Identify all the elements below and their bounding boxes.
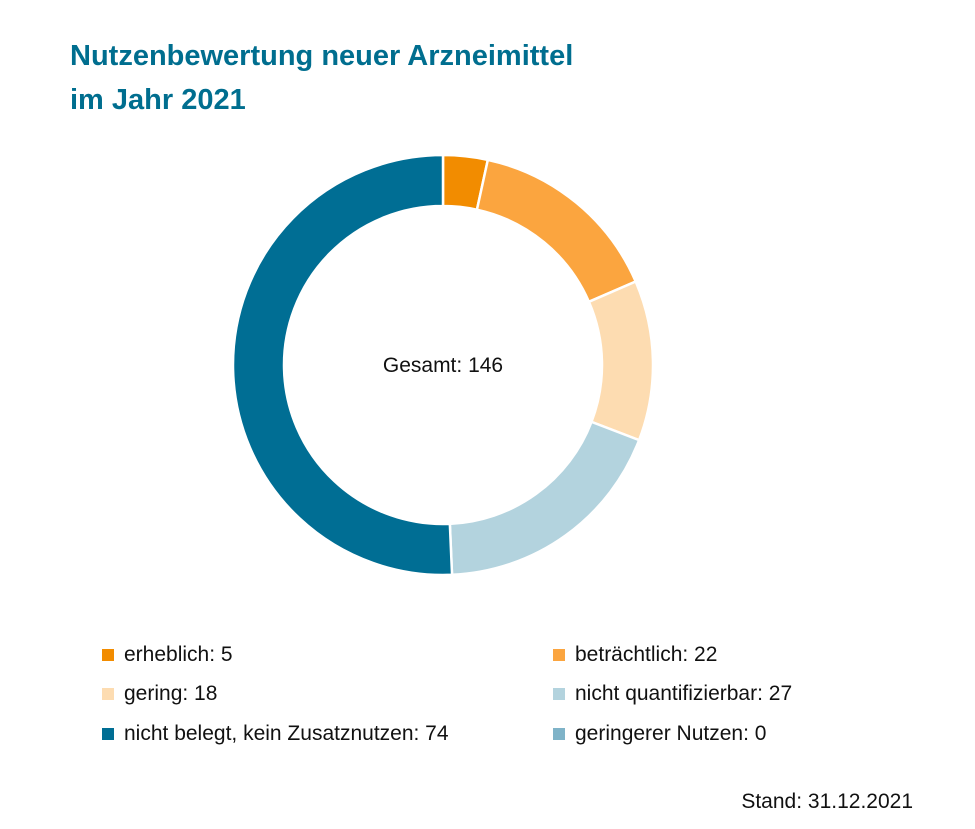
chart-title: Nutzenbewertung neuer Arzneimittel im Ja… bbox=[70, 34, 573, 122]
chart-title-line-2: im Jahr 2021 bbox=[70, 84, 246, 116]
donut-slice-nicht-belegt-kein-zusatznutzen bbox=[231, 153, 454, 577]
date-footnote: Stand: 31.12.2021 bbox=[741, 790, 913, 813]
donut-slices bbox=[231, 153, 655, 577]
center-total-label: Gesamt: 146 bbox=[383, 354, 503, 377]
donut-slice-gering bbox=[587, 279, 655, 442]
donut-slice-nicht-quantifizierbar bbox=[448, 420, 641, 577]
chart-title-line-1: Nutzenbewertung neuer Arzneimittel bbox=[70, 40, 574, 72]
donut-slice-beträchtlich bbox=[475, 158, 638, 304]
